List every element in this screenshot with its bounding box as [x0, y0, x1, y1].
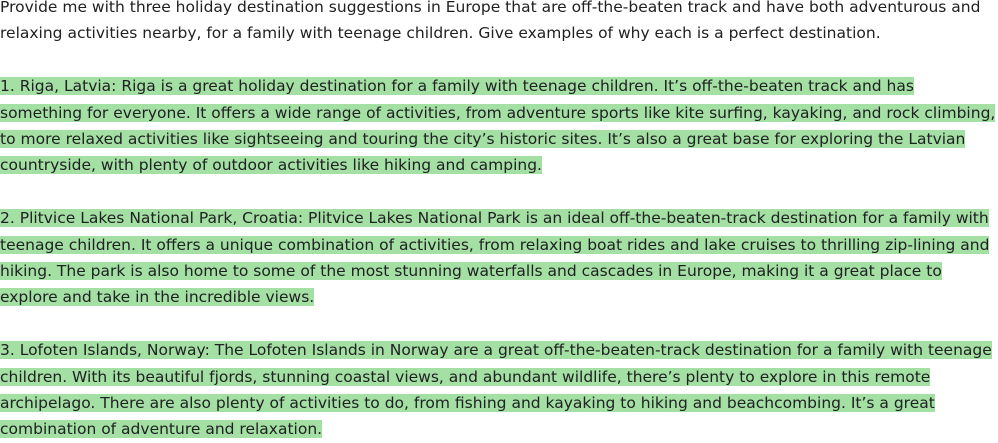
prompt-paragraph: Provide me with three holiday destinatio…: [0, 0, 998, 47]
item-2-text: 2. Plitvice Lakes National Park, Croatia…: [0, 209, 990, 307]
spacer: [0, 311, 998, 337]
spacer: [0, 179, 998, 205]
completion-text: 1. Riga, Latvia: Riga is a great holiday…: [0, 73, 998, 443]
list-item: 3. Lofoten Islands, Norway: The Lofoten …: [0, 337, 998, 443]
prompt-text: Provide me with three holiday destinatio…: [0, 0, 981, 43]
item-3-text: 3. Lofoten Islands, Norway: The Lofoten …: [0, 341, 992, 439]
list-item: 1. Riga, Latvia: Riga is a great holiday…: [0, 73, 998, 179]
item-1-text: 1. Riga, Latvia: Riga is a great holiday…: [0, 77, 996, 175]
spacer: [0, 47, 998, 73]
list-item: 2. Plitvice Lakes National Park, Croatia…: [0, 205, 998, 311]
